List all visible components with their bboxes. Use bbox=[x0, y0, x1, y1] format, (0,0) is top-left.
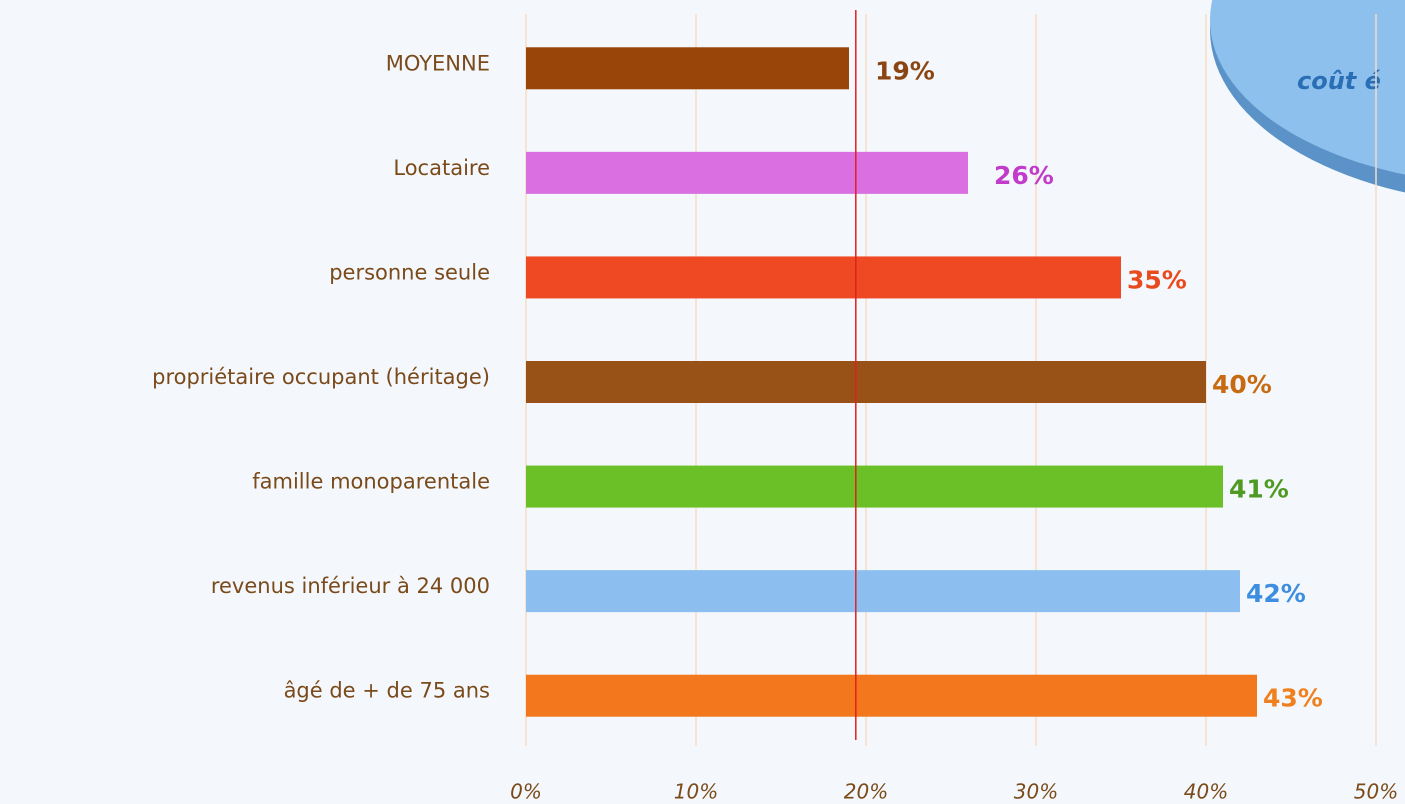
x-tick-label: 10% bbox=[674, 780, 718, 804]
y-tick-label: Locataire bbox=[393, 156, 490, 180]
chart: coût é 0% 10% 20% 30% 40% 50% MOYENNE 19% Locata… bbox=[0, 0, 1405, 804]
value-label: 19% bbox=[875, 56, 935, 85]
bar bbox=[526, 466, 1223, 508]
bar bbox=[526, 361, 1206, 403]
y-tick-label: MOYENNE bbox=[386, 51, 490, 75]
y-tick-label: âgé de + de 75 ans bbox=[284, 679, 490, 703]
x-tick-label: 50% bbox=[1354, 780, 1398, 804]
bar bbox=[526, 256, 1121, 298]
x-tick-label: 30% bbox=[1014, 780, 1058, 804]
bar bbox=[526, 47, 849, 89]
value-label: 42% bbox=[1246, 579, 1306, 608]
annotation: coût é bbox=[1297, 67, 1381, 95]
y-tick-label: personne seule bbox=[329, 260, 490, 284]
bar bbox=[526, 152, 968, 194]
bar bbox=[526, 675, 1257, 717]
value-label: 43% bbox=[1263, 684, 1323, 713]
bar bbox=[526, 570, 1240, 612]
x-tick-label: 40% bbox=[1184, 780, 1228, 804]
value-label: 40% bbox=[1212, 370, 1272, 399]
y-tick-label: revenus inférieur à 24 000 bbox=[211, 574, 490, 598]
value-label: 26% bbox=[994, 161, 1054, 190]
x-tick-label: 0% bbox=[510, 780, 542, 804]
value-label: 41% bbox=[1229, 475, 1289, 504]
y-tick-label: famille monoparentale bbox=[252, 470, 490, 494]
value-label: 35% bbox=[1127, 265, 1187, 294]
y-tick-label: propriétaire occupant (héritage) bbox=[152, 365, 490, 389]
x-tick-label: 20% bbox=[844, 780, 888, 804]
